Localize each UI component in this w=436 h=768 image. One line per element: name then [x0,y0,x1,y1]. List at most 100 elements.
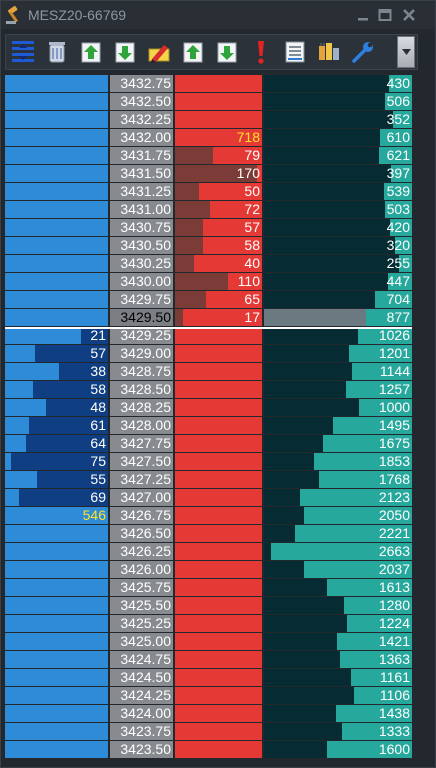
ask-cell[interactable] [175,93,262,110]
bid-cell[interactable] [5,129,108,146]
bid-size: 64 [90,435,106,451]
edit-orders-button[interactable] [144,37,174,67]
ask-cell[interactable] [175,687,262,704]
ask-cell[interactable]: 170 [175,165,262,182]
bid-cell[interactable] [5,147,108,164]
ask-cell[interactable] [175,363,262,380]
ask-cell[interactable] [175,345,262,362]
volume-value: 1161 [379,669,410,685]
bid-cell[interactable]: 21 [5,327,108,344]
ask-cell[interactable] [175,669,262,686]
bid-cell[interactable] [5,273,108,290]
center-ladder-button[interactable] [8,37,38,67]
ask-cell[interactable]: 57 [175,219,262,236]
buy-stop-button[interactable] [178,37,208,67]
bid-cell[interactable] [5,651,108,668]
bid-cell[interactable]: 69 [5,489,108,506]
buy-market-button[interactable] [76,37,106,67]
bid-cell[interactable]: 64 [5,435,108,452]
sell-market-button[interactable] [110,37,140,67]
maximize-button[interactable] [377,7,393,23]
alert-button[interactable] [246,37,276,67]
ask-cell[interactable] [175,723,262,740]
bid-cell[interactable]: 38 [5,363,108,380]
ask-cell[interactable]: 58 [175,237,262,254]
ask-cell[interactable] [175,471,262,488]
bid-cell[interactable] [5,219,108,236]
plugins-button[interactable] [314,37,344,67]
toolbar-overflow-dropdown[interactable] [397,36,415,68]
cancel-all-button[interactable] [42,37,72,67]
ask-cell[interactable] [175,615,262,632]
bid-cell[interactable] [5,543,108,560]
bid-cell[interactable] [5,93,108,110]
ask-cell[interactable] [175,435,262,452]
bid-cell[interactable]: 61 [5,417,108,434]
bid-cell[interactable] [5,183,108,200]
properties-button[interactable] [348,37,378,67]
bid-cell[interactable]: 75 [5,453,108,470]
price-ladder[interactable]: 3432.75 430 3432.50 506 3432.25 352 3432.00 718… [5,75,412,759]
bid-cell[interactable] [5,75,108,92]
close-button[interactable] [401,7,417,23]
ask-cell[interactable] [175,381,262,398]
bid-cell[interactable] [5,579,108,596]
bid-cell[interactable]: 57 [5,345,108,362]
title-bar[interactable]: MESZ20-66769 [1,1,435,29]
ask-cell[interactable] [175,327,262,344]
ask-cell[interactable] [175,399,262,416]
alert-exclamation-icon [258,41,264,64]
bid-cell[interactable] [5,741,108,758]
bid-cell[interactable] [5,111,108,128]
ask-cell[interactable] [175,597,262,614]
ask-size: 110 [237,273,260,289]
ask-cell[interactable] [175,741,262,758]
ask-cell[interactable] [175,561,262,578]
ask-cell[interactable] [175,633,262,650]
ask-cell[interactable]: 65 [175,291,262,308]
ask-cell[interactable] [175,543,262,560]
bid-cell[interactable] [5,237,108,254]
bid-cell[interactable] [5,633,108,650]
bid-cell[interactable] [5,309,108,326]
ask-cell[interactable]: 40 [175,255,262,272]
minimize-button[interactable] [355,7,371,23]
ask-cell[interactable]: 17 [175,309,262,326]
price-cell: 3432.75 [110,75,173,92]
bid-cell[interactable]: 48 [5,399,108,416]
ask-cell[interactable]: 79 [175,147,262,164]
bid-cell[interactable] [5,669,108,686]
bid-cell[interactable] [5,615,108,632]
chart-settings-button[interactable] [280,37,310,67]
ask-cell[interactable] [175,579,262,596]
ask-cell[interactable] [175,489,262,506]
bid-cell[interactable] [5,723,108,740]
ask-cell[interactable] [175,75,262,92]
bid-cell[interactable] [5,597,108,614]
ask-cell[interactable] [175,651,262,668]
bid-cell[interactable] [5,687,108,704]
ask-cell[interactable]: 718 [175,129,262,146]
bid-cell[interactable] [5,705,108,722]
ask-cell[interactable] [175,453,262,470]
bid-cell[interactable]: 546 [5,507,108,524]
ask-cell[interactable]: 72 [175,201,262,218]
bid-cell[interactable] [5,291,108,308]
ask-cell[interactable] [175,705,262,722]
ask-cell[interactable] [175,507,262,524]
ask-cell[interactable]: 50 [175,183,262,200]
ask-cell[interactable] [175,111,262,128]
bid-cell[interactable]: 58 [5,381,108,398]
ask-cell[interactable] [175,417,262,434]
bid-cell[interactable] [5,201,108,218]
bid-cell[interactable]: 55 [5,471,108,488]
ask-cell[interactable] [175,525,262,542]
volume-cell: 1675 [264,435,412,452]
bid-cell[interactable] [5,561,108,578]
sell-stop-button[interactable] [212,37,242,67]
bid-cell[interactable] [5,255,108,272]
bid-cell[interactable] [5,165,108,182]
bid-cell[interactable] [5,525,108,542]
price-cell: 3426.50 [110,525,173,542]
ask-cell[interactable]: 110 [175,273,262,290]
